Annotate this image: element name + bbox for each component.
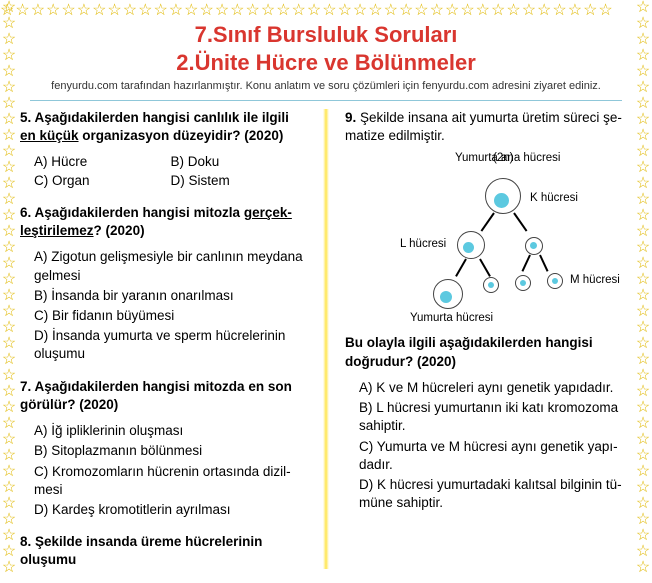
q7-num: 7. (20, 379, 31, 394)
small-cell-3 (547, 273, 563, 289)
small-nuc (520, 280, 526, 286)
question-5: 5. Aşağıdakilerden hangisi canlılık ile … (20, 109, 307, 190)
q5-num: 5. (20, 110, 31, 125)
q5-title: 5. Aşağıdakilerden hangisi canlılık ile … (20, 109, 307, 145)
q5-text-b: organizasyon düzeyidir? (2020) (79, 128, 284, 143)
small-nuc (530, 242, 537, 249)
q5-opt-a: A) Hücre (34, 153, 171, 171)
small-nuc (488, 282, 494, 288)
column-divider (323, 109, 329, 569)
k-label: K hücresi (530, 191, 578, 207)
q5-text-a: Aşağıdakilerden hangisi canlılık ile ilg… (35, 110, 289, 125)
q7-title: 7. Aşağıdakilerden hangisi mitozda en so… (20, 378, 307, 414)
arrow-line (513, 213, 527, 232)
mother-cell (485, 178, 521, 214)
q7-opt-a: A) İğ ipliklerinin oluşması (34, 422, 307, 440)
arrow-line (455, 259, 467, 277)
header-subtitle: fenyurdu.com tarafından hazırlanmıştır. … (30, 80, 622, 101)
q9-num: 9. (345, 110, 356, 125)
q8-title: 8. Şekilde insanda üreme hücrelerinin ol… (20, 533, 307, 569)
title-line1: 7.Sınıf Bursluluk Soruları (0, 22, 652, 48)
q6-opt-d: D) İnsanda yumurta ve sperm hücrelerinin… (34, 327, 307, 363)
small-cell-2 (515, 275, 531, 291)
q9-opt-d: D) K hücresi yumurtadaki kalıtsal bilgin… (359, 476, 632, 512)
star-border-right: ☆☆☆☆☆☆☆☆☆☆☆☆☆☆☆☆☆☆☆☆☆☆☆☆☆☆☆☆☆☆☆☆☆☆☆☆ (634, 0, 652, 576)
l-nucleus (463, 242, 474, 253)
egg-diagram: Yumurta ana hücresi (2n) K hücresi L hüc… (345, 151, 632, 326)
mother-nucleus (494, 193, 509, 208)
q6-opt-b: B) İnsanda bir yaranın onarılması (34, 287, 307, 305)
q9-opt-c: C) Yumurta ve M hücresi aynı genetik yap… (359, 438, 632, 474)
question-8: 8. Şekilde insanda üreme hücrelerinin ol… (20, 533, 307, 569)
q6-text-b: ? (2020) (94, 223, 145, 238)
small-cell-r1 (525, 237, 543, 255)
small-nuc (552, 278, 558, 284)
q6-opt-a: A) Zigotun gelişmesiyle bir canlının mey… (34, 248, 307, 284)
yumurta-nuc (440, 291, 452, 303)
q5-opt-d: D) Sistem (171, 172, 308, 190)
q7-opt-b: B) Sitoplazmanın bölünmesi (34, 442, 307, 460)
question-7: 7. Aşağıdakilerden hangisi mitozda en so… (20, 378, 307, 520)
q5-underline: en küçük (20, 128, 79, 143)
q6-text-a: Aşağıdakilerden hangisi mitozla (35, 205, 244, 220)
q9-intro: 9. Şekilde insana ait yumurta üretim sür… (345, 109, 632, 145)
m-label: M hücresi (570, 273, 620, 289)
l-label: L hücresi (400, 237, 446, 253)
q6-title: 6. Aşağıdakilerden hangisi mitozla gerçe… (20, 204, 307, 240)
q8-num: 8. (20, 534, 31, 549)
question-9: 9. Şekilde insana ait yumurta üretim sür… (345, 109, 632, 512)
question-6: 6. Aşağıdakilerden hangisi mitozla gerçe… (20, 204, 307, 364)
left-column: 5. Aşağıdakilerden hangisi canlılık ile … (20, 109, 319, 569)
q9-intro-text: Şekilde insana ait yumurta üretim süreci… (345, 110, 622, 143)
q6-options: A) Zigotun gelişmesiyle bir canlının mey… (34, 248, 307, 363)
star-border-left: ☆☆☆☆☆☆☆☆☆☆☆☆☆☆☆☆☆☆☆☆☆☆☆☆☆☆☆☆☆☆☆☆☆☆☆☆ (0, 0, 18, 576)
q9-opt-b: B) L hücresi yumurtanın iki katı kromozo… (359, 399, 632, 435)
arrow-line (479, 259, 491, 277)
right-column: 9. Şekilde insana ait yumurta üretim sür… (333, 109, 632, 569)
q5-opt-b: B) Doku (171, 153, 308, 171)
q8-text: Şekilde insanda üreme hücrelerinin oluşu… (20, 534, 262, 567)
arrow-line (521, 255, 530, 272)
title-line2: 2.Ünite Hücre ve Bölünmeler (0, 50, 652, 76)
q7-opt-d: D) Kardeş kromotitlerin ayrılması (34, 501, 307, 519)
q5-opt-c: C) Organ (34, 172, 171, 190)
q9-options: A) K ve M hücreleri aynı genetik yapıdad… (359, 379, 632, 513)
q9-bold: Bu olayla ilgili aşağıdakilerden hangisi… (345, 334, 632, 370)
q5-options: A) HücreC) Organ B) DokuD) Sistem (34, 153, 307, 189)
q7-text: Aşağıdakilerden hangisi mitozda en son g… (20, 379, 292, 412)
arrow-line (539, 255, 548, 272)
yumurta-label: Yumurta hücresi (410, 311, 493, 327)
q7-opt-c: C) Kromozomların hücrenin ortasında dizi… (34, 463, 307, 499)
diagram-top-sub: (2n) (493, 151, 513, 167)
content-columns: 5. Aşağıdakilerden hangisi canlılık ile … (20, 109, 632, 569)
arrow-line (481, 213, 495, 232)
small-cell-1 (483, 277, 499, 293)
q6-num: 6. (20, 205, 31, 220)
star-border-top: ☆☆☆☆☆☆☆☆☆☆☆☆☆☆☆☆☆☆☆☆☆☆☆☆☆☆☆☆☆☆☆☆☆☆☆☆☆☆☆☆ (0, 0, 652, 20)
yumurta-cell (433, 279, 463, 309)
q9-opt-a: A) K ve M hücreleri aynı genetik yapıdad… (359, 379, 632, 397)
q7-options: A) İğ ipliklerinin oluşması B) Sitoplazm… (34, 422, 307, 519)
q6-opt-c: C) Bir fidanın büyümesi (34, 307, 307, 325)
l-cell (457, 231, 485, 259)
